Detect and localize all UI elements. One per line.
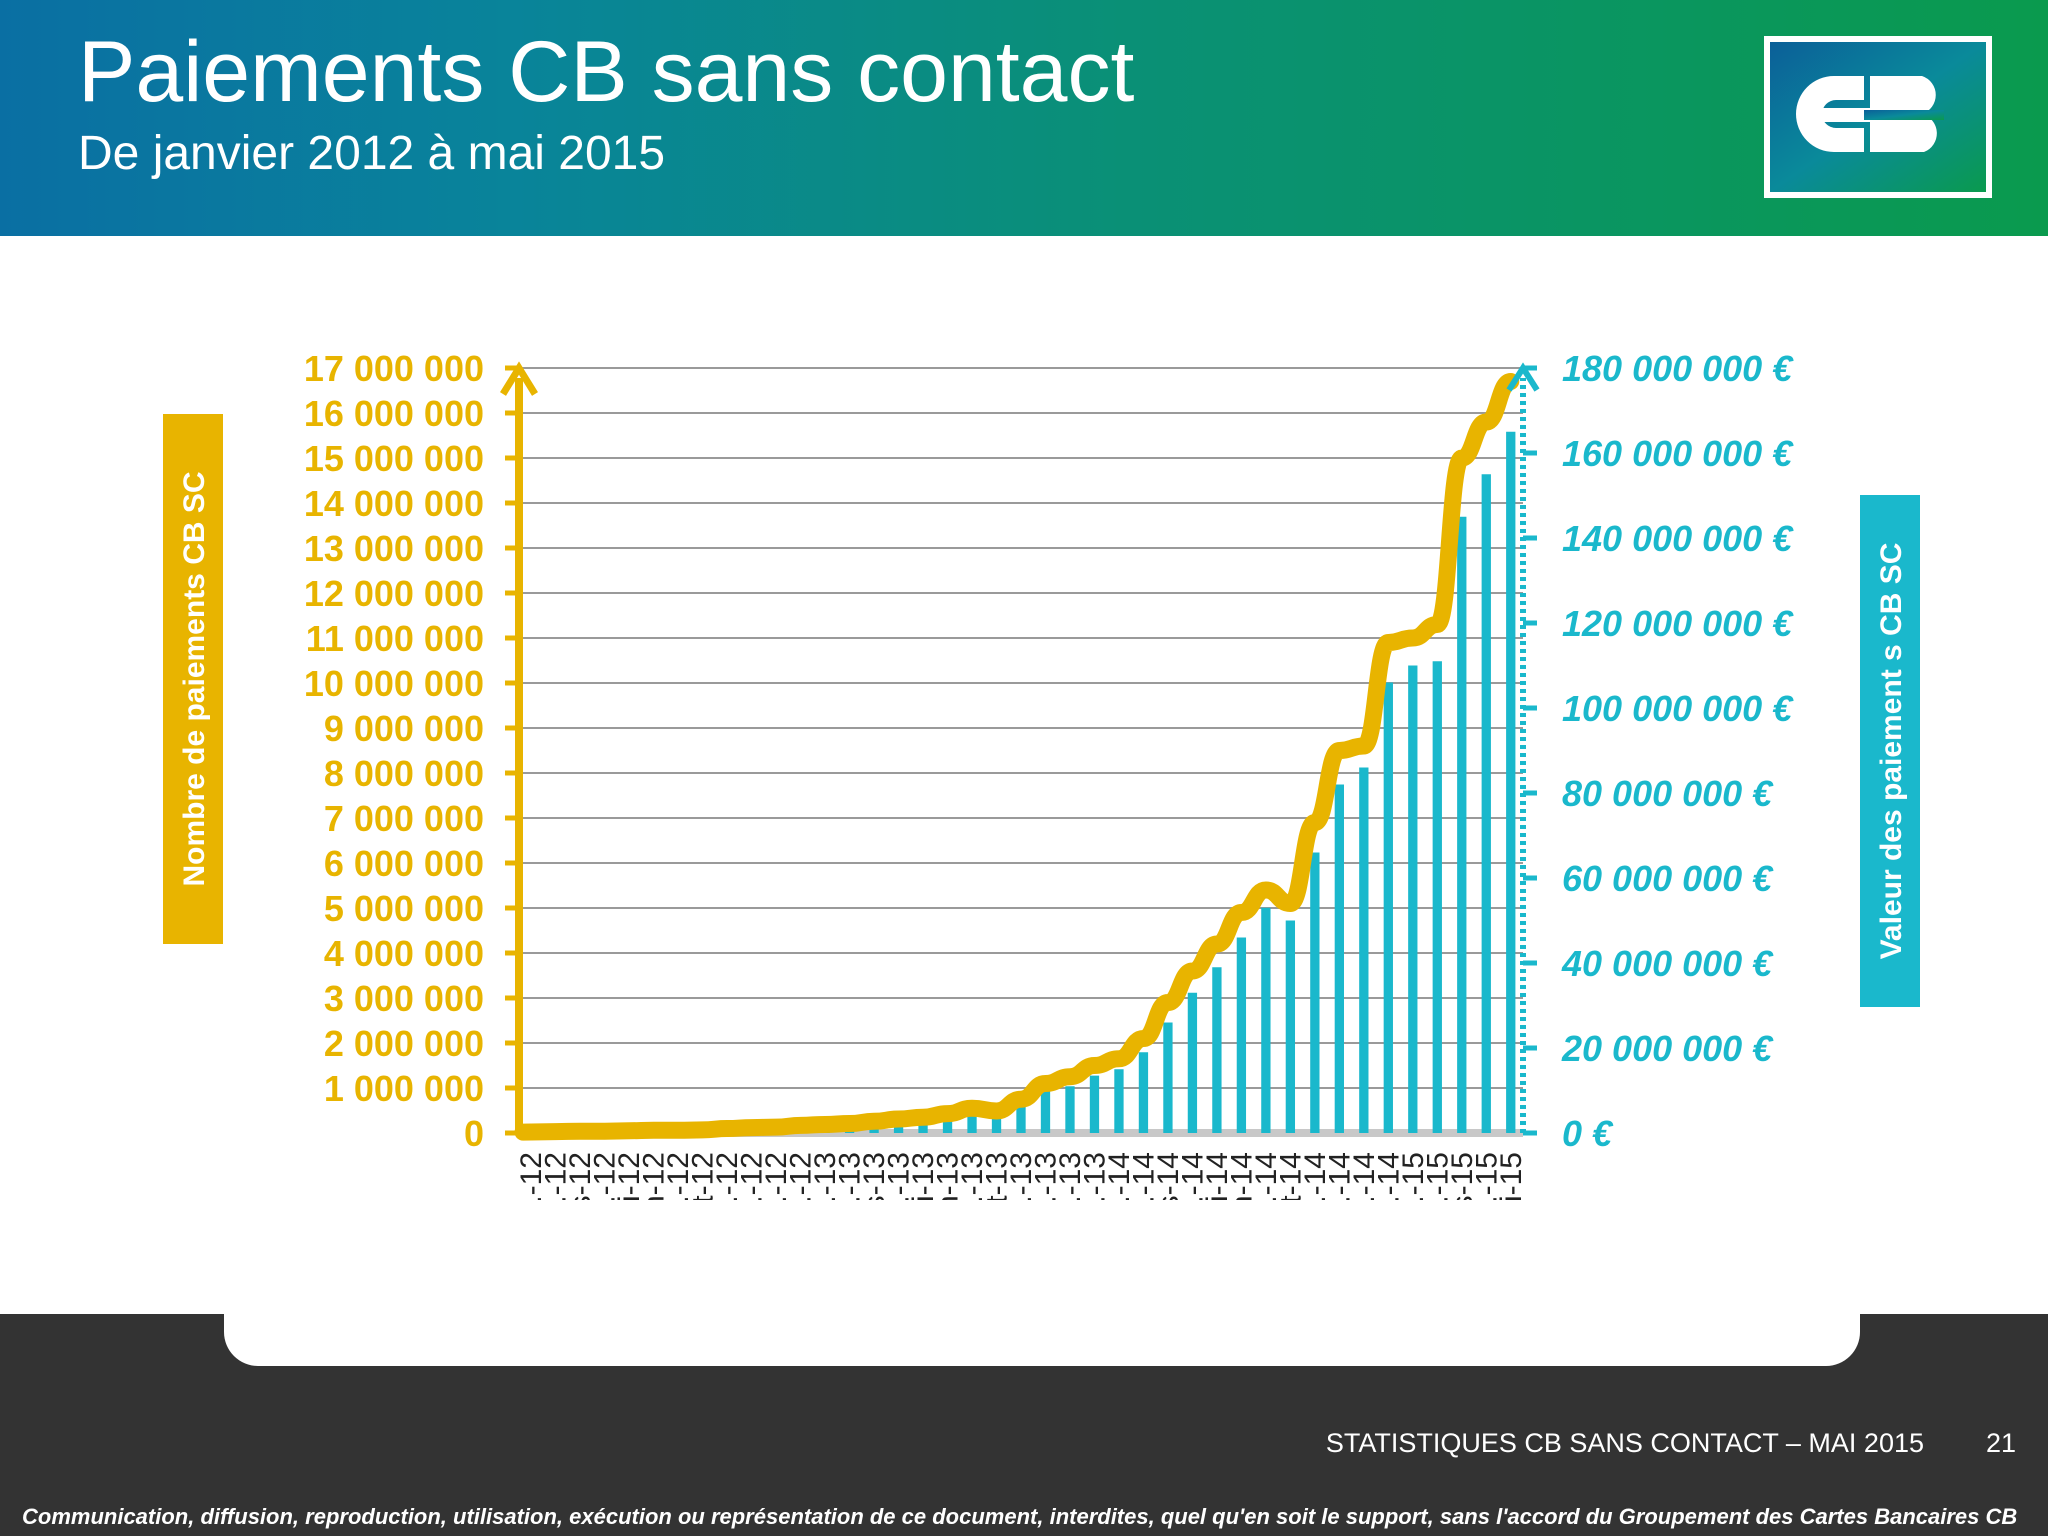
left-tick-label: 6 000 000 bbox=[324, 843, 484, 884]
left-tick-label: 10 000 000 bbox=[304, 663, 484, 704]
value-bar bbox=[1261, 907, 1271, 1133]
left-axis-title: Nombre de paiements CB SC bbox=[178, 471, 211, 886]
cb-logo bbox=[1764, 36, 1992, 198]
value-bar bbox=[1187, 992, 1198, 1133]
right-tick-label: 140 000 000 € bbox=[1562, 518, 1794, 559]
page-title: Paiements CB sans contact bbox=[78, 24, 1135, 120]
right-tick-label: 0 € bbox=[1562, 1113, 1614, 1154]
right-tick-label: 40 000 000 € bbox=[1561, 943, 1774, 984]
right-tick-label: 20 000 000 € bbox=[1561, 1028, 1774, 1069]
value-bar bbox=[1310, 852, 1320, 1133]
left-tick-label: 5 000 000 bbox=[324, 888, 484, 929]
value-bar bbox=[1089, 1075, 1100, 1133]
value-bar bbox=[1432, 661, 1442, 1133]
left-tick-label: 9 000 000 bbox=[324, 708, 484, 749]
left-tick-label: 15 000 000 bbox=[304, 438, 484, 479]
value-bar bbox=[1040, 1090, 1051, 1133]
left-tick-label: 1 000 000 bbox=[324, 1068, 484, 1109]
left-tick-label: 12 000 000 bbox=[304, 573, 484, 614]
value-bar bbox=[1359, 767, 1369, 1133]
right-tick-label: 120 000 000 € bbox=[1562, 603, 1794, 644]
footer-disclaimer: Communication, diffusion, reproduction, … bbox=[22, 1504, 2018, 1529]
value-bar bbox=[1016, 1105, 1026, 1133]
footer-stat-label: STATISTIQUES CB SANS CONTACT – MAI 2015 bbox=[1325, 1428, 1924, 1458]
left-tick-label: 4 000 000 bbox=[324, 933, 484, 974]
value-bar bbox=[1065, 1086, 1075, 1133]
right-tick-label: 80 000 000 € bbox=[1562, 773, 1774, 814]
value-bar bbox=[1383, 682, 1393, 1133]
axes bbox=[500, 361, 1540, 1136]
right-tick-label: 180 000 000 € bbox=[1562, 348, 1794, 389]
count-line-layer bbox=[514, 373, 1520, 1141]
right-axis-title-box bbox=[1860, 495, 1920, 1007]
value-bar bbox=[1481, 474, 1491, 1133]
left-tick-label: 14 000 000 bbox=[304, 483, 484, 524]
value-bar bbox=[1236, 937, 1247, 1133]
value-bar bbox=[1408, 665, 1418, 1133]
left-tick-label: 8 000 000 bbox=[324, 753, 484, 794]
value-bar bbox=[1138, 1052, 1149, 1133]
content-card-bottom bbox=[224, 1200, 1860, 1366]
value-bar bbox=[991, 1114, 1002, 1133]
right-axis-title: Valeur des paiement s CB SC bbox=[1875, 543, 1908, 960]
left-tick-label: 17 000 000 bbox=[304, 348, 484, 389]
page-subtitle: De janvier 2012 à mai 2015 bbox=[78, 127, 666, 180]
left-tick-label: 3 000 000 bbox=[324, 978, 484, 1019]
left-axis-title-box bbox=[163, 414, 223, 944]
value-bar bbox=[967, 1113, 977, 1133]
value-bar bbox=[1212, 967, 1222, 1133]
value-bar bbox=[1457, 516, 1467, 1133]
value-bar bbox=[1114, 1069, 1124, 1133]
right-tick-label: 160 000 000 € bbox=[1562, 433, 1794, 474]
left-tick-label: 11 000 000 bbox=[306, 618, 484, 659]
header-banner: Paiements CB sans contact De janvier 201… bbox=[0, 0, 2048, 236]
value-bar bbox=[1285, 920, 1296, 1133]
left-tick-label: 2 000 000 bbox=[324, 1023, 484, 1064]
value-bar bbox=[918, 1120, 928, 1133]
left-tick-label: 7 000 000 bbox=[324, 798, 484, 839]
left-tick-label: 0 bbox=[464, 1113, 484, 1154]
right-tick-label: 60 000 000 € bbox=[1562, 858, 1774, 899]
value-bar bbox=[942, 1117, 953, 1133]
value-bars bbox=[526, 431, 1516, 1133]
grid-lines bbox=[519, 367, 1523, 1137]
left-tick-label: 13 000 000 bbox=[304, 528, 484, 569]
count-line bbox=[514, 373, 1520, 1141]
left-tick-label: 16 000 000 bbox=[304, 393, 484, 434]
right-tick-label: 100 000 000 € bbox=[1562, 688, 1794, 729]
value-bar bbox=[1163, 1022, 1173, 1133]
value-bar bbox=[1334, 784, 1344, 1133]
page-number: 21 bbox=[1986, 1428, 2017, 1458]
value-bar bbox=[1506, 431, 1516, 1133]
